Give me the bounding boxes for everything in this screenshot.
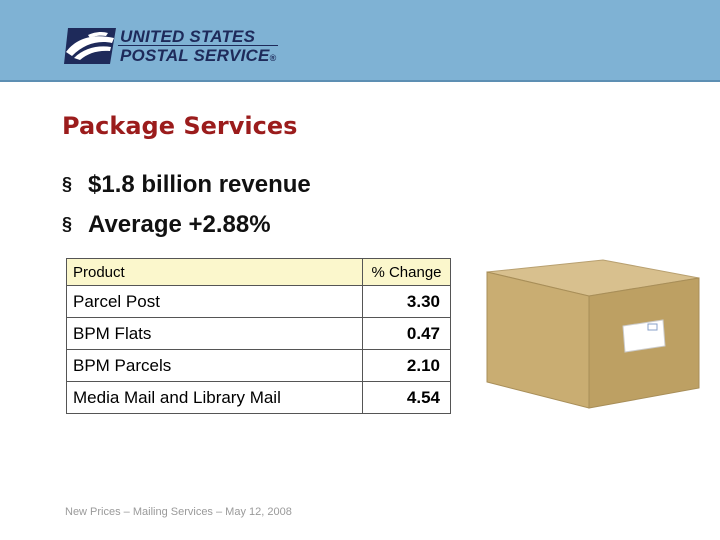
logo-text: UNITED STATES POSTAL SERVICE® [120, 27, 276, 68]
price-change-table: Product % Change Parcel Post 3.30 BPM Fl… [66, 258, 451, 414]
column-header-product: Product [66, 258, 363, 286]
bullet-list: § $1.8 billion revenue § Average +2.88% [62, 168, 311, 248]
header-bar: UNITED STATES POSTAL SERVICE® [0, 0, 720, 80]
registered-mark: ® [269, 53, 277, 63]
product-cell: Media Mail and Library Mail [66, 381, 363, 414]
bullet-text: Average +2.88% [88, 211, 271, 238]
square-bullet-icon: § [62, 174, 73, 194]
table-row: BPM Parcels 2.10 [66, 349, 451, 382]
logo-line-2-text: POSTAL SERVICE [120, 46, 270, 65]
table-row: Parcel Post 3.30 [66, 285, 451, 318]
change-cell: 4.54 [362, 381, 451, 414]
bullet-item: § $1.8 billion revenue [62, 168, 311, 208]
header-divider [0, 80, 720, 82]
logo-rule [118, 45, 278, 46]
bullet-item: § Average +2.88% [62, 208, 311, 248]
package-illustration [483, 256, 703, 416]
table-row: Media Mail and Library Mail 4.54 [66, 381, 451, 414]
table-row: BPM Flats 0.47 [66, 317, 451, 350]
logo-line-2: POSTAL SERVICE® [120, 46, 276, 68]
usps-logo: UNITED STATES POSTAL SERVICE® [62, 26, 292, 70]
column-header-change: % Change [362, 258, 451, 286]
eagle-icon [64, 28, 116, 64]
change-cell: 3.30 [362, 285, 451, 318]
table-header-row: Product % Change [66, 258, 451, 286]
product-cell: BPM Parcels [66, 349, 363, 382]
change-cell: 0.47 [362, 317, 451, 350]
cardboard-box-icon [486, 259, 700, 409]
change-cell: 2.10 [362, 349, 451, 382]
footer-text: New Prices – Mailing Services – May 12, … [65, 506, 292, 518]
product-cell: BPM Flats [66, 317, 363, 350]
slide-title: Package Services [62, 112, 298, 140]
square-bullet-icon: § [62, 214, 73, 234]
bullet-text: $1.8 billion revenue [88, 171, 311, 198]
product-cell: Parcel Post [66, 285, 363, 318]
logo-line-1: UNITED STATES [120, 27, 256, 46]
